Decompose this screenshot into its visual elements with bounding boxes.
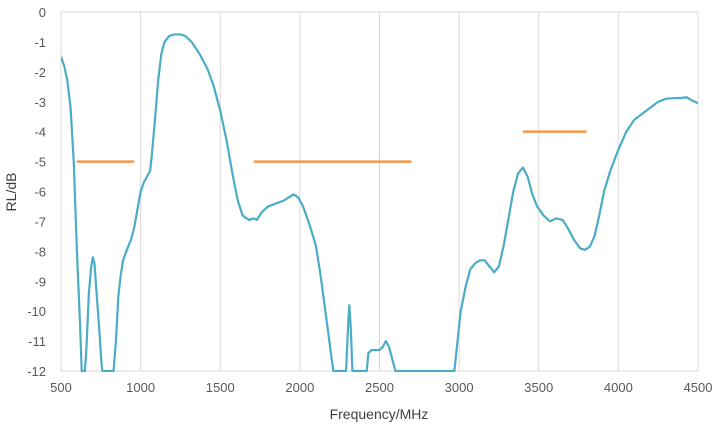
y-tick-label: -1: [34, 35, 46, 50]
series: [61, 33, 698, 372]
y-tick-label: -12: [27, 364, 46, 379]
x-tick-label: 3500: [524, 380, 553, 395]
y-tick-label: -4: [34, 125, 46, 140]
y-tick-label: -7: [34, 214, 46, 229]
x-tick-label: 2000: [285, 380, 314, 395]
x-axis-ticks: 500 1000 1500 2000 2500 3000 3500 4000 4500: [50, 380, 712, 395]
x-tick-label: 3000: [445, 380, 474, 395]
y-tick-label: 0: [39, 5, 46, 20]
y-tick-label: -6: [34, 185, 46, 200]
y-axis-ticks: 0 -1 -2 -3 -4 -5 -6 -7 -8 -9 -10 -11 -12: [27, 5, 46, 379]
y-tick-label: -2: [34, 65, 46, 80]
measured-return-loss-line: [61, 33, 698, 372]
grid: [60, 11, 699, 372]
x-tick-label: 1000: [126, 380, 155, 395]
y-tick-label: -5: [34, 155, 46, 170]
x-tick-label: 500: [50, 380, 72, 395]
y-axis-title: RL/dB: [3, 173, 19, 212]
y-tick-label: -3: [34, 95, 46, 110]
y-tick-label: -9: [34, 274, 46, 289]
x-tick-label: 4000: [604, 380, 633, 395]
x-tick-label: 1500: [206, 380, 235, 395]
y-tick-label: -8: [34, 244, 46, 259]
y-tick-label: -10: [27, 304, 46, 319]
x-tick-label: 2500: [365, 380, 394, 395]
x-tick-label: 4500: [684, 380, 713, 395]
y-tick-label: -11: [28, 334, 46, 349]
x-axis-title: Frequency/MHz: [330, 406, 429, 422]
